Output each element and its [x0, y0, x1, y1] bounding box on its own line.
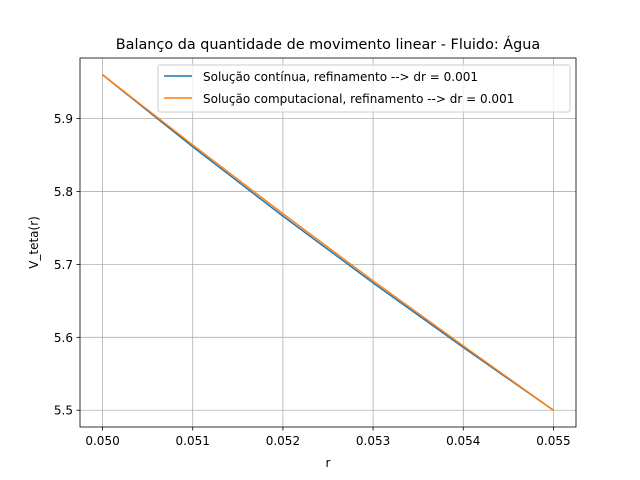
- legend-frame: [157, 64, 571, 113]
- y-tick-label: 5.6: [54, 331, 73, 345]
- y-tick-label: 5.7: [54, 258, 73, 272]
- grid-lines: [80, 58, 576, 427]
- x-tick-label: 0.050: [85, 434, 119, 448]
- y-tick-label: 5.9: [54, 112, 73, 126]
- x-tick-label: 0.052: [266, 434, 300, 448]
- legend-label-computacional: Solução computacional, refinamento --> d…: [203, 92, 514, 106]
- series-lines: [102, 74, 554, 411]
- y-axis: 5.5 5.6 5.7 5.8 5.9: [54, 112, 80, 418]
- legend: Solução contínua, refinamento --> dr = 0…: [157, 64, 571, 113]
- series-line-computacional: [102, 74, 554, 411]
- series-line-continua: [102, 74, 554, 411]
- x-tick-label: 0.055: [536, 434, 570, 448]
- x-tick-label: 0.051: [176, 434, 210, 448]
- chart-title: Balanço da quantidade de movimento linea…: [116, 36, 540, 53]
- y-axis-label: V_teta(r): [27, 216, 41, 269]
- y-tick-label: 5.5: [54, 404, 73, 418]
- x-axis-label: r: [326, 456, 331, 470]
- legend-label-continua: Solução contínua, refinamento --> dr = 0…: [203, 70, 478, 84]
- x-axis: 0.050 0.051 0.052 0.053 0.054 0.055: [85, 427, 571, 448]
- x-tick-label: 0.054: [446, 434, 480, 448]
- x-tick-label: 0.053: [356, 434, 390, 448]
- y-tick-label: 5.8: [54, 185, 73, 199]
- plot-frame: [79, 57, 577, 428]
